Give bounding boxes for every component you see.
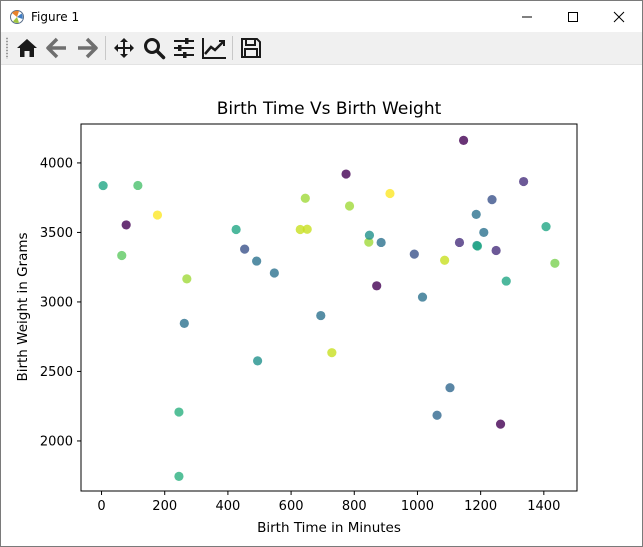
y-axis-ticks: 2000 2500 3000 3500 4000 <box>40 156 81 449</box>
y-tick-label: 3000 <box>40 295 73 310</box>
minimize-button[interactable] <box>504 1 550 32</box>
scatter-point <box>472 241 483 251</box>
configure-subplots-button[interactable] <box>169 34 199 62</box>
y-tick-label: 3500 <box>40 226 73 241</box>
arrow-right-icon <box>78 37 98 59</box>
window-title: Figure 1 <box>31 9 80 24</box>
x-axis-ticks: 0 200 400 600 800 1000 1200 1400 <box>97 491 560 514</box>
scatter-point <box>458 135 469 146</box>
x-tick-label: 400 <box>215 499 240 514</box>
x-tick-label: 1400 <box>527 499 560 514</box>
toolbar-grip <box>6 37 8 59</box>
y-axis-label: Birth Weight in Grams <box>15 232 31 381</box>
sliders-icon <box>174 38 194 58</box>
scatter-point <box>445 383 455 393</box>
x-axis-label: Birth Time in Minutes <box>257 520 401 536</box>
scatter-point <box>432 410 442 420</box>
x-tick-label: 200 <box>152 499 177 514</box>
maximize-button[interactable] <box>550 1 596 32</box>
scatter-point <box>133 180 143 191</box>
scatter-chart[interactable]: Birth Time Vs Birth Weight 0 200 400 600 800… <box>1 65 642 546</box>
scatter-point <box>117 250 127 261</box>
arrow-left-icon <box>46 37 66 59</box>
title-bar: Figure 1 <box>1 1 642 32</box>
magnifier-icon <box>144 38 166 60</box>
scatter-point <box>491 245 501 256</box>
figure-app-icon <box>10 9 24 24</box>
x-tick-label: 600 <box>279 499 304 514</box>
navigation-toolbar <box>1 32 642 65</box>
scatter-point <box>550 258 560 268</box>
scatter-point <box>182 274 192 284</box>
scatter-point <box>501 276 511 286</box>
scatter-point <box>253 356 263 366</box>
x-tick-label: 800 <box>342 499 367 514</box>
scatter-point <box>541 221 551 232</box>
maximize-icon <box>568 11 578 22</box>
scatter-point <box>295 224 305 235</box>
x-tick-label: 1000 <box>401 499 434 514</box>
scatter-point <box>364 237 374 247</box>
scatter-point <box>240 244 250 254</box>
scatter-point <box>252 256 262 266</box>
scatter-point <box>471 209 481 219</box>
scatter-point <box>385 188 395 199</box>
scatter-point <box>454 237 465 248</box>
data-points <box>98 135 560 482</box>
figure-canvas: Birth Time Vs Birth Weight 0 200 400 600 800… <box>1 65 642 546</box>
floppy-disk-icon <box>241 38 261 58</box>
line-chart-icon <box>202 38 226 59</box>
toolbar-separator <box>105 36 106 60</box>
y-tick-label: 4000 <box>40 156 73 171</box>
scatter-point <box>179 318 189 328</box>
x-tick-label: 1200 <box>464 499 497 514</box>
close-button[interactable] <box>596 1 642 32</box>
move-arrows-icon <box>114 38 134 58</box>
scatter-point <box>121 220 131 230</box>
scatter-point <box>269 268 279 278</box>
home-button[interactable] <box>12 34 42 62</box>
scatter-point <box>316 310 326 321</box>
x-tick-label: 0 <box>97 499 105 514</box>
scatter-point <box>174 407 184 417</box>
scatter-point <box>376 237 386 248</box>
y-tick-label: 2500 <box>40 365 73 380</box>
scatter-point <box>327 348 337 358</box>
forward-button[interactable] <box>72 34 102 62</box>
scatter-point <box>440 255 450 265</box>
edit-axis-button[interactable] <box>199 34 229 62</box>
scatter-point <box>174 471 184 482</box>
zoom-button[interactable] <box>139 34 169 62</box>
scatter-point <box>364 230 375 240</box>
close-icon <box>613 11 625 22</box>
chart-title: Birth Time Vs Birth Weight <box>217 99 442 119</box>
back-button[interactable] <box>42 34 72 62</box>
home-icon <box>17 39 37 57</box>
scatter-point <box>302 224 312 234</box>
scatter-point <box>152 210 163 220</box>
plot-area <box>80 123 578 492</box>
save-button[interactable] <box>236 34 266 62</box>
scatter-point <box>98 180 108 191</box>
scatter-point <box>417 292 428 302</box>
scatter-point <box>487 195 497 205</box>
minimize-icon <box>522 16 532 17</box>
y-tick-label: 2000 <box>40 434 73 449</box>
scatter-point <box>300 193 310 203</box>
scatter-point <box>479 227 489 238</box>
scatter-point <box>519 176 529 187</box>
scatter-point <box>495 419 506 429</box>
scatter-point <box>231 224 241 235</box>
scatter-point <box>344 201 355 211</box>
toolbar-separator <box>232 36 233 60</box>
scatter-point <box>341 169 351 179</box>
scatter-point <box>372 281 382 291</box>
pan-button[interactable] <box>109 34 139 62</box>
scatter-point <box>409 249 419 259</box>
